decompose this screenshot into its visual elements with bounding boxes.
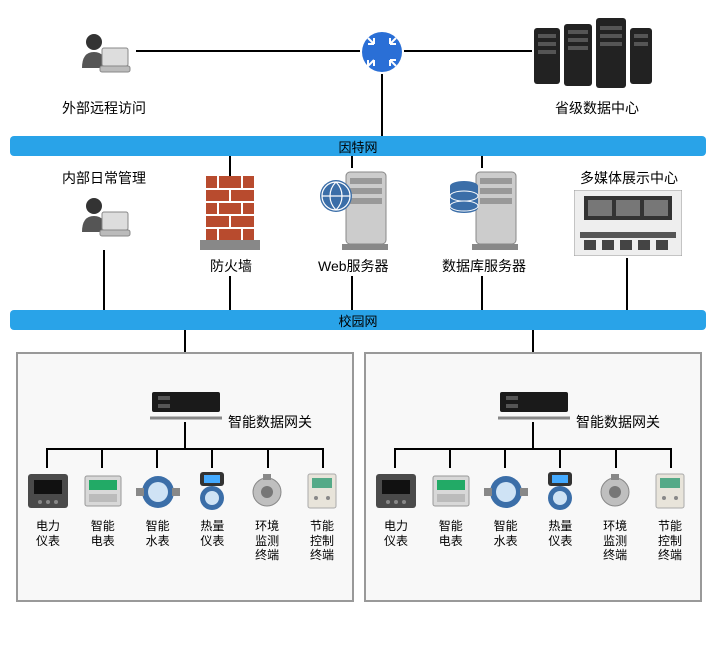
device: 热量仪表 — [186, 470, 238, 563]
device: 环境监测终端 — [241, 470, 293, 563]
device-label: 环境监测终端 — [603, 519, 627, 562]
db-server-icon — [448, 168, 518, 252]
edge — [46, 448, 48, 468]
device-label: 热量仪表 — [548, 519, 572, 547]
remote-label: 外部远程访问 — [62, 98, 146, 118]
device-label: 智能电表 — [439, 519, 463, 547]
internet-band: 因特网 — [10, 136, 706, 156]
device: 智能电表 — [77, 470, 129, 563]
edge — [103, 250, 105, 310]
user-laptop-icon — [76, 28, 132, 84]
device-label: 智能电表 — [91, 519, 115, 547]
web-label: Web服务器 — [318, 256, 389, 276]
device: 电力仪表 — [370, 470, 422, 563]
edge — [229, 276, 231, 310]
media-label: 多媒体展示中心 — [580, 168, 678, 188]
firewall-icon — [200, 176, 260, 250]
edge — [184, 422, 186, 448]
edge — [481, 156, 483, 168]
edge — [449, 448, 451, 468]
device-label: 环境监测终端 — [255, 519, 279, 562]
edge — [615, 448, 617, 468]
campus-band: 校园网 — [10, 310, 706, 330]
edge — [394, 448, 672, 450]
internet-band-label: 因特网 — [338, 137, 377, 156]
edge — [404, 50, 532, 52]
edge — [504, 448, 506, 468]
campus-band-label: 校园网 — [338, 311, 377, 330]
internal-label: 内部日常管理 — [62, 168, 146, 188]
web-server-icon — [318, 168, 388, 252]
device: 智能水表 — [480, 470, 532, 563]
province-label: 省级数据中心 — [555, 98, 639, 118]
device-row-right: 电力仪表 智能电表 智能水表 热量仪表 环境监测终端 节能控制终端 — [370, 470, 696, 563]
device-label: 电力仪表 — [36, 519, 60, 547]
device-label: 节能控制终端 — [658, 519, 682, 562]
gw2-label: 智能数据网关 — [576, 412, 660, 432]
gw1-label: 智能数据网关 — [228, 412, 312, 432]
media-center-icon — [574, 190, 682, 256]
device: 节能控制终端 — [644, 470, 696, 563]
edge — [670, 448, 672, 468]
datacenter-icon — [534, 18, 654, 88]
edge — [101, 448, 103, 468]
edge — [211, 448, 213, 468]
device-label: 电力仪表 — [384, 519, 408, 547]
router-icon — [360, 30, 404, 74]
device-row-left: 电力仪表 智能电表 智能水表 热量仪表 环境监测终端 节能控制终端 — [22, 470, 348, 563]
gateway-icon — [498, 386, 570, 422]
edge — [322, 448, 324, 468]
edge — [46, 448, 324, 450]
edge — [481, 276, 483, 310]
user-laptop-icon — [76, 192, 132, 248]
device: 智能电表 — [425, 470, 477, 563]
device: 热量仪表 — [534, 470, 586, 563]
device-label: 节能控制终端 — [310, 519, 334, 562]
edge — [381, 74, 383, 136]
device: 环境监测终端 — [589, 470, 641, 563]
edge — [229, 156, 231, 176]
edge — [136, 50, 360, 52]
db-label: 数据库服务器 — [442, 256, 526, 276]
firewall-label: 防火墙 — [210, 256, 252, 276]
edge — [351, 156, 353, 168]
edge — [351, 276, 353, 310]
device: 电力仪表 — [22, 470, 74, 563]
edge — [532, 422, 534, 448]
device-label: 智能水表 — [494, 519, 518, 547]
device: 智能水表 — [132, 470, 184, 563]
edge — [156, 448, 158, 468]
edge — [559, 448, 561, 468]
device-label: 热量仪表 — [200, 519, 224, 547]
device-label: 智能水表 — [146, 519, 170, 547]
edge — [626, 258, 628, 310]
gateway-icon — [150, 386, 222, 422]
edge — [267, 448, 269, 468]
device: 节能控制终端 — [296, 470, 348, 563]
edge — [394, 448, 396, 468]
